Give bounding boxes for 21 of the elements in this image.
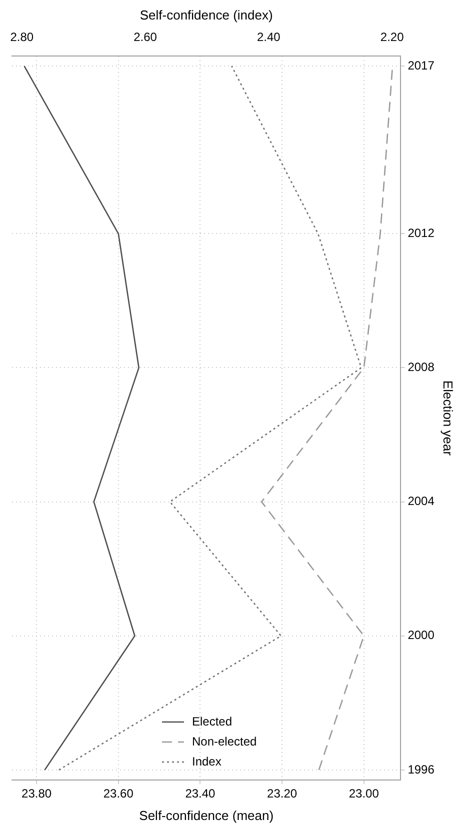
x-tick-label: 23.00 <box>348 786 380 801</box>
legend-label: Elected <box>192 714 232 728</box>
legend-label: Index <box>192 754 222 768</box>
x2-tick-label: 2.20 <box>380 30 404 44</box>
legend-label: Non-elected <box>192 734 257 748</box>
x-tick-label: 23.60 <box>103 786 134 801</box>
x-tick-label: 23.20 <box>267 786 298 801</box>
x-axis-title: Self-confidence (mean) <box>139 808 274 823</box>
y-tick-label: 2012 <box>408 226 435 240</box>
y-tick-label: 2000 <box>408 628 435 642</box>
x-tick-label: 23.40 <box>185 786 216 801</box>
x2-axis-title: Self-confidence (index) <box>140 7 273 22</box>
x2-tick-label: 2.60 <box>134 30 158 44</box>
y-tick-label: 1996 <box>408 762 435 776</box>
x2-tick-label: 2.40 <box>256 30 281 44</box>
x2-tick-label: 2.80 <box>10 30 34 44</box>
y-tick-label: 2008 <box>408 360 435 374</box>
x-tick-label: 23.80 <box>22 786 52 801</box>
y-tick-label: 2004 <box>408 494 435 508</box>
y-tick-label: 2017 <box>408 58 435 72</box>
y-axis-title: Election year <box>440 380 456 456</box>
